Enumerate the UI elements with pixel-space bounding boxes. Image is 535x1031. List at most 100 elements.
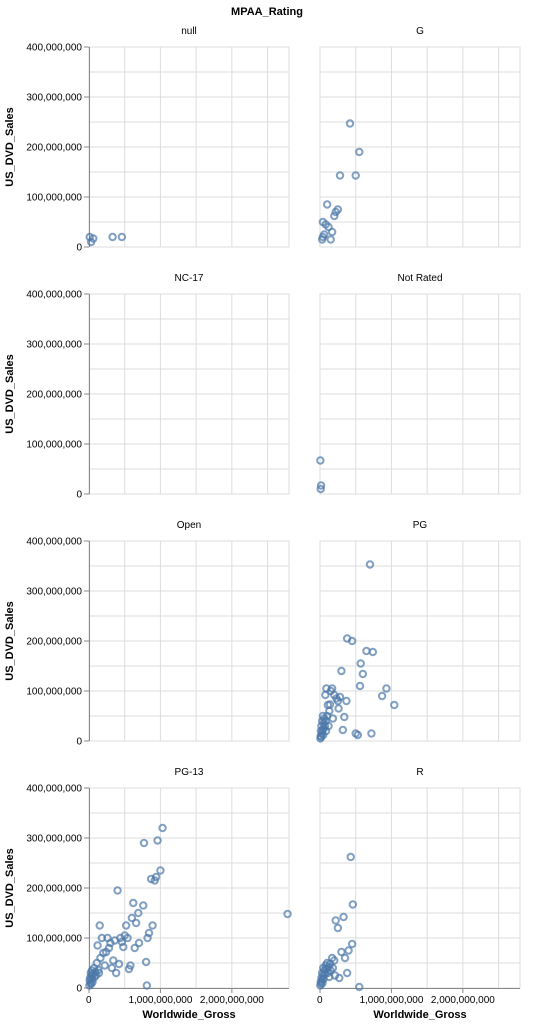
data-point: [134, 938, 144, 948]
facet-nc-17: NC-17 0 100,000,000 200,000,000 300,000,000 4…: [4, 273, 290, 501]
data-point: [390, 700, 399, 710]
data-point: [129, 898, 138, 908]
y-tick-label: 300,000,000: [26, 340, 82, 351]
data-point: [327, 227, 337, 237]
data-point: [320, 721, 330, 731]
x-tick-label: 1,000,000,000: [359, 995, 423, 1006]
plot-frame: [319, 293, 521, 495]
data-point: [156, 866, 165, 875]
data-point: [355, 681, 365, 691]
data-point: [362, 646, 371, 656]
y-tick-label: 300,000,000: [26, 834, 82, 845]
data-point: [358, 669, 368, 679]
x-tick-label: 1,000,000,000: [128, 995, 192, 1006]
data-point: [119, 942, 128, 952]
data-point: [355, 982, 364, 992]
y-axis-title: US_DVD_Sales: [4, 601, 16, 681]
data-point: [335, 171, 345, 180]
y-tick-label: 400,000,000: [26, 43, 82, 54]
points-group: [316, 456, 326, 494]
y-tick-label: 100,000,000: [26, 440, 82, 451]
data-point: [93, 941, 102, 950]
points-group: [85, 232, 127, 247]
data-point: [94, 968, 104, 978]
data-point: [117, 937, 127, 947]
y-axis-title: US_DVD_Sales: [4, 107, 16, 187]
facet-title: NC-17: [175, 273, 204, 284]
plot-frame: [319, 46, 521, 248]
data-point: [141, 957, 151, 967]
y-tick-label: 300,000,000: [26, 587, 82, 598]
chart-title: MPAA_Rating: [231, 6, 303, 18]
data-point: [338, 725, 348, 735]
data-point: [328, 714, 338, 723]
facet-pg-13: PG-13 0 100,000,000 200,000,000 300,000,000 4…: [4, 767, 292, 1021]
data-point: [325, 706, 334, 716]
y-tick-label: 100,000,000: [26, 687, 82, 698]
data-point: [377, 691, 387, 701]
x-tick-label: 0: [317, 995, 323, 1006]
y-axis-title: US_DVD_Sales: [4, 354, 16, 434]
data-point: [365, 560, 375, 569]
facet-title: PG: [413, 520, 428, 531]
points-group: [316, 852, 364, 992]
y-tick-label: 0: [76, 243, 82, 254]
x-tick-label: 2,000,000,000: [431, 995, 495, 1006]
grid: [319, 46, 520, 248]
points-group: [317, 119, 364, 244]
data-point: [100, 961, 109, 970]
data-point: [333, 923, 343, 933]
data-point: [356, 659, 365, 668]
facet-title: null: [181, 26, 197, 37]
data-point: [337, 947, 346, 957]
data-point: [130, 943, 139, 953]
data-point: [339, 912, 348, 922]
data-point: [345, 119, 355, 128]
facet-title: R: [416, 767, 423, 778]
y-tick-label: 200,000,000: [26, 390, 82, 401]
data-point: [351, 171, 360, 180]
data-point: [139, 838, 149, 848]
data-point: [151, 872, 161, 882]
facet-not-rated: Not Rated: [316, 273, 521, 495]
facet-open: Open 0 100,000,000 200,000,000 300,000,000 40…: [4, 520, 290, 748]
plot-frame: [319, 540, 521, 742]
data-point: [331, 916, 340, 925]
grid: [319, 293, 520, 495]
data-point: [153, 836, 162, 845]
data-point: [320, 230, 329, 239]
data-point: [335, 973, 344, 983]
y-tick-label: 0: [76, 984, 82, 995]
data-point: [324, 721, 333, 731]
facet-title: Open: [177, 520, 201, 531]
data-point: [104, 943, 114, 953]
data-point: [342, 968, 352, 978]
y-tick-label: 200,000,000: [26, 143, 82, 154]
data-point: [95, 921, 104, 930]
data-point: [342, 696, 351, 706]
data-point: [316, 484, 325, 494]
data-point: [117, 232, 127, 242]
y-tick-label: 400,000,000: [26, 290, 82, 301]
facet-title: Not Rated: [397, 273, 442, 284]
data-point: [368, 647, 378, 657]
data-point: [316, 456, 325, 465]
data-point: [108, 232, 117, 242]
x-axis-title: Worldwide_Gross: [142, 1009, 235, 1021]
data-point: [121, 921, 131, 930]
facet-title: PG-13: [175, 767, 204, 778]
data-point: [322, 200, 332, 209]
data-point: [139, 901, 148, 910]
data-point: [347, 636, 357, 646]
grid: [88, 293, 289, 495]
data-point: [330, 956, 339, 965]
data-point: [355, 147, 364, 157]
data-point: [382, 684, 391, 693]
data-point: [283, 909, 292, 919]
facets-group: null 0 100,000,000 200,000,000 300,000,000 40…: [4, 26, 521, 1021]
data-point: [134, 908, 143, 918]
y-tick-label: 200,000,000: [26, 637, 82, 648]
data-point: [326, 235, 335, 244]
